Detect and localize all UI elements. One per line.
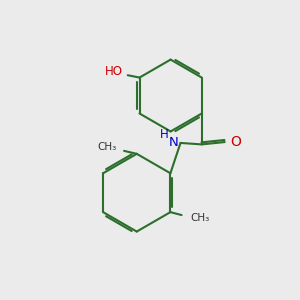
Text: HO: HO: [105, 65, 123, 78]
Text: CH₃: CH₃: [97, 142, 116, 152]
Text: N: N: [168, 136, 178, 148]
Text: H: H: [160, 128, 169, 141]
Text: O: O: [230, 135, 241, 149]
Text: CH₃: CH₃: [190, 213, 210, 223]
